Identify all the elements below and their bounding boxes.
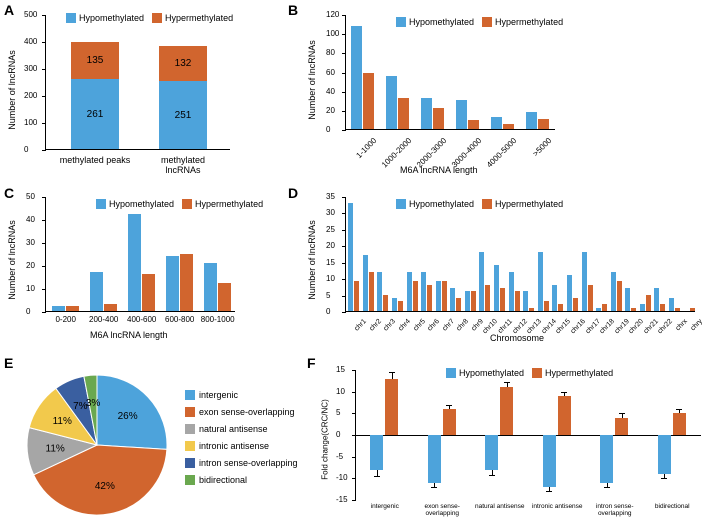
panel-b-label: B (288, 2, 298, 18)
panel-c: C Number of lncRNAs 01020304050Hypomethy… (0, 185, 240, 350)
panel-d-label: D (288, 185, 298, 201)
pie-legend-item: exon sense-overlapping (199, 407, 295, 417)
svg-text:42%: 42% (95, 481, 115, 492)
panel-e-pie: 26%42%11%11%7%3% (25, 373, 170, 518)
pie-legend-item: intronic antisense (199, 441, 269, 451)
panel-a-label: A (4, 2, 14, 18)
pie-legend-item: natural antisense (199, 424, 268, 434)
panel-a: A Number of lncRNAs 0100200300400500Hypo… (0, 0, 240, 180)
svg-text:11%: 11% (53, 416, 72, 427)
svg-text:26%: 26% (118, 411, 138, 422)
panel-b-chart: 020406080100120HypomethylatedHypermethyl… (345, 15, 555, 130)
panel-d-ylabel: Number of lncRNAs (307, 220, 317, 300)
svg-text:11%: 11% (46, 444, 65, 455)
panel-d: D Number of lncRNAs 05101520253035Hypome… (300, 185, 700, 350)
panel-f: F Fold change(CRC/NC) -15-10-5051015Hypo… (315, 355, 710, 525)
panel-f-chart: -15-10-5051015HypomethylatedHypermethyla… (355, 370, 700, 500)
panel-d-chart: 05101520253035HypomethylatedHypermethyla… (345, 197, 695, 312)
panel-a-legend: HypomethylatedHypermethylated (66, 13, 233, 23)
panel-b: B Number of lncRNAs 020406080100120Hypom… (300, 0, 560, 180)
pie-legend-item: bidirectional (199, 475, 247, 485)
svg-text:3%: 3% (86, 398, 101, 409)
panel-a-ylabel: Number of lncRNAs (7, 50, 17, 130)
panel-c-ylabel: Number of lncRNAs (7, 220, 17, 300)
panel-f-ylabel: Fold change(CRC/NC) (321, 399, 330, 479)
panel-d-xlabel: Chromosome (490, 333, 544, 343)
pie-legend-item: intron sense-overlapping (199, 458, 298, 468)
panel-e-legend: intergenic exon sense-overlapping natural … (185, 390, 298, 492)
panel-b-ylabel: Number of lncRNAs (307, 40, 317, 120)
panel-e: E 26%42%11%11%7%3% intergenicexon sense-… (0, 355, 310, 525)
panel-c-label: C (4, 185, 14, 201)
panel-c-xlabel: M6A lncRNA length (90, 330, 168, 340)
panel-e-label: E (4, 355, 13, 371)
panel-f-label: F (307, 355, 316, 371)
panel-a-chart: 0100200300400500HypomethylatedHypermethy… (45, 15, 230, 150)
panel-c-chart: 01020304050HypomethylatedHypermethylated… (45, 197, 235, 312)
panel-b-xlabel: M6A lncRNA length (400, 165, 478, 175)
pie-legend-item: intergenic (199, 390, 238, 400)
